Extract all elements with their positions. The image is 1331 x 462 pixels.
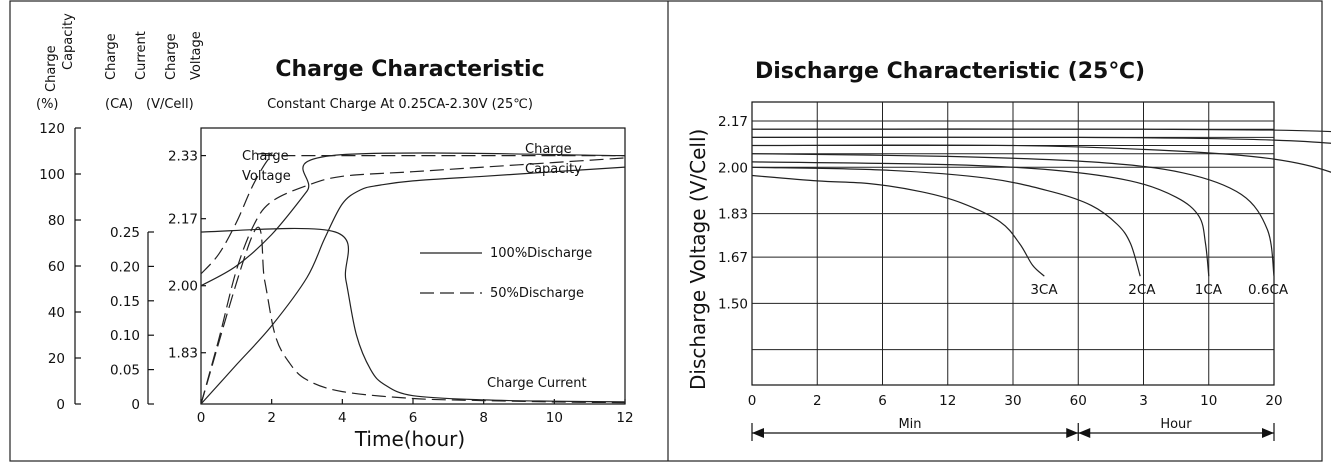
current-tick-label: 0 — [131, 397, 140, 413]
charge-capacity-dashed-curve — [200, 157, 626, 405]
voltage-tick-label: 2.00 — [168, 279, 198, 295]
axis-name-voltage-line2: Voltage — [189, 31, 204, 80]
axis-unit-voltage: (V/Cell) — [146, 97, 194, 112]
current-tick-label: 0.10 — [110, 328, 140, 344]
discharge-curve-label: 3CA — [1030, 282, 1058, 298]
time-tick-label: 0 — [197, 410, 206, 426]
current-tick-label: 0.15 — [110, 294, 140, 310]
label-charge-voltage-1: Charge — [242, 149, 289, 164]
x-group-hour: Hour — [1160, 417, 1192, 432]
charge-curves — [200, 152, 626, 405]
charge-chart-title: Charge Characteristic — [275, 57, 544, 82]
hour-arrow-left-head — [1078, 428, 1091, 438]
time-tick-label: 12 — [616, 410, 633, 426]
sheet-frame — [9, 0, 1323, 462]
charge-axes: 02040608010012000.050.100.150.200.251.83… — [39, 121, 633, 426]
label-charge-capacity-1: Charge — [525, 142, 572, 157]
discharge-curve-0.6CA — [751, 153, 1275, 277]
voltage-tick-label: 2.33 — [168, 149, 198, 165]
capacity-tick-label: 100 — [39, 167, 65, 183]
voltage-tick-label: 1.83 — [168, 346, 198, 362]
discharge-curve-0.05CA — [751, 128, 1331, 133]
charge-x-axis-label: Time(hour) — [354, 427, 465, 451]
label-charge-current: Charge Current — [487, 376, 587, 391]
capacity-tick-label: 60 — [48, 259, 65, 275]
discharge-x-tick-label: 60 — [1070, 393, 1087, 409]
discharge-x-tick-label: 3 — [1139, 393, 1148, 409]
discharge-y-tick-label: 1.67 — [718, 250, 748, 266]
capacity-tick-label: 120 — [39, 121, 65, 137]
capacity-tick-label: 40 — [48, 305, 65, 321]
capacity-tick-label: 0 — [56, 397, 65, 413]
discharge-x-tick-label: 10 — [1200, 393, 1217, 409]
discharge-x-tick-label: 0 — [748, 393, 757, 409]
charge-voltage-dashed-curve — [200, 152, 625, 275]
discharge-x-tick-label: 30 — [1004, 393, 1021, 409]
discharge-curve-label: 0.6CA — [1248, 282, 1289, 298]
discharge-chart-title: Discharge Characteristic (25℃) — [755, 59, 1145, 84]
discharge-x-tick-label: 6 — [878, 393, 887, 409]
label-charge-voltage-2: Voltage — [242, 169, 291, 184]
current-tick-label: 0.05 — [110, 363, 140, 379]
voltage-tick-label: 2.17 — [168, 212, 198, 228]
axis-unit-current: (CA) — [105, 97, 133, 112]
time-tick-label: 8 — [479, 410, 488, 426]
time-tick-label: 10 — [546, 410, 563, 426]
charge-capacity-solid-curve — [200, 166, 626, 405]
axis-name-voltage-line1: Charge — [164, 33, 179, 80]
legend-label-100: 100%Discharge — [490, 246, 592, 261]
discharge-x-axis: 0 2 6 12 30 60 3 10 20 — [748, 393, 1283, 441]
legend-label-50: 50%Discharge — [490, 286, 584, 301]
charge-chart-subtitle: Constant Charge At 0.25CA-2.30V (25℃) — [267, 97, 533, 112]
discharge-curve-label: 2CA — [1128, 282, 1156, 298]
discharge-curve-3CA — [751, 174, 1045, 277]
time-tick-label: 2 — [267, 410, 276, 426]
discharge-curve-label: 1CA — [1195, 282, 1223, 298]
discharge-x-tick-label: 20 — [1265, 393, 1282, 409]
discharge-x-tick-label: 2 — [813, 393, 822, 409]
capacity-tick-label: 80 — [48, 213, 65, 229]
axis-name-current-line2: Current — [134, 31, 149, 80]
discharge-characteristic-chart: Discharge Characteristic (25℃) Discharge… — [686, 59, 1331, 441]
time-tick-label: 6 — [409, 410, 418, 426]
capacity-tick-label: 20 — [48, 351, 65, 367]
current-tick-label: 0.25 — [110, 225, 140, 241]
axis-name-capacity-line2: Capacity — [61, 13, 76, 70]
discharge-y-axis-label: Discharge Voltage (V/Cell) — [686, 129, 710, 390]
min-arrow-right-head — [1066, 428, 1079, 438]
time-tick-label: 4 — [338, 410, 347, 426]
x-group-min: Min — [898, 417, 921, 432]
charge-voltage-solid-curve — [200, 152, 626, 287]
discharge-curve-2CA — [751, 166, 1141, 277]
discharge-y-tick-label: 2.00 — [718, 160, 748, 176]
discharge-y-tick-label: 1.50 — [718, 296, 748, 312]
discharge-y-tick-label: 1.83 — [718, 207, 748, 223]
axis-name-current-line1: Charge — [104, 33, 119, 80]
discharge-x-tick-label: 12 — [939, 393, 956, 409]
discharge-curve-1CA — [751, 161, 1210, 277]
label-charge-capacity-2: Capacity — [525, 162, 582, 177]
charge-current-dashed-curve — [200, 226, 626, 405]
discharge-y-tick-label: 2.17 — [718, 114, 748, 130]
min-arrow-left-head — [752, 428, 764, 438]
discharge-grid: 2.17 2.00 1.83 1.67 1.50 — [718, 101, 1275, 386]
discharge-curve-0.1CA — [751, 136, 1331, 144]
hour-arrow-right-head — [1262, 428, 1274, 438]
axis-name-capacity-line1: Charge — [44, 45, 59, 92]
axis-unit-capacity: (%) — [36, 97, 59, 112]
discharge-curve-0.25CA — [751, 144, 1331, 173]
charge-legend: 100%Discharge 50%Discharge — [420, 246, 592, 301]
current-tick-label: 0.20 — [110, 259, 140, 275]
charge-characteristic-chart: Charge Characteristic Constant Charge At… — [36, 13, 634, 451]
